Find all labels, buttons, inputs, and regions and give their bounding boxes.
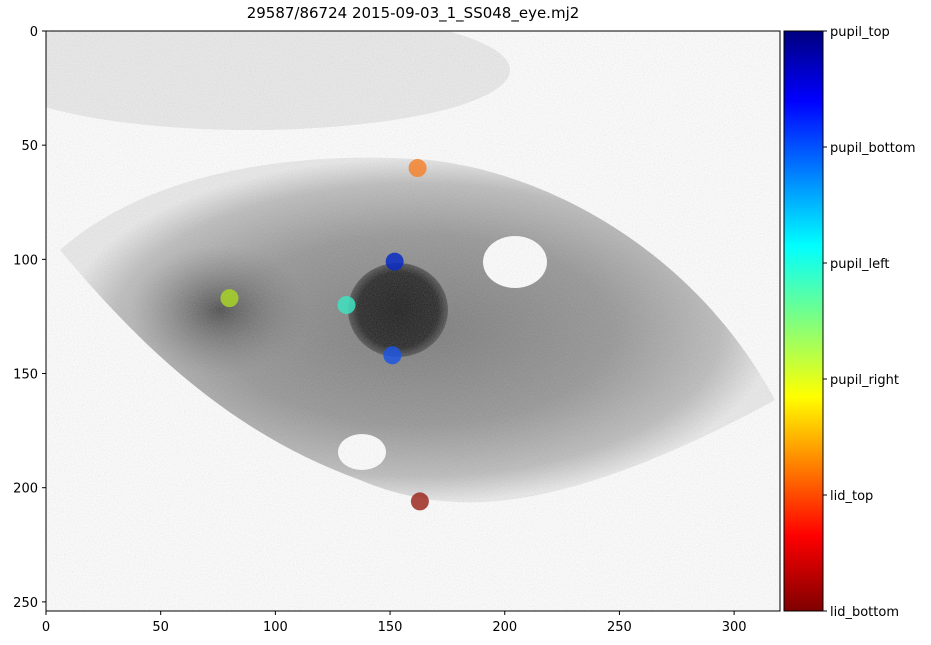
- x-tick-label: 0: [42, 620, 50, 635]
- colorbar-label-pupil-top: pupil_top: [830, 25, 890, 40]
- chart-title: 29587/86724 2015-09-03_1_SS048_eye.mj2: [246, 4, 580, 22]
- x-tick-label: 100: [263, 620, 288, 635]
- axes-frame: [45, 30, 781, 612]
- y-tick-label: 0: [30, 25, 38, 40]
- point-pupil-bottom: [383, 346, 402, 365]
- point-lid-bottom: [410, 492, 429, 511]
- eye-image: [46, 31, 780, 611]
- x-tick-label: 250: [607, 620, 632, 635]
- x-tick-label: 300: [722, 620, 747, 635]
- y-tick-label: 200: [13, 482, 38, 497]
- point-pupil-right: [220, 289, 239, 308]
- colorbar-label-pupil-right: pupil_right: [830, 373, 899, 388]
- colorbar-label-pupil-bottom: pupil_bottom: [830, 141, 915, 156]
- point-lid-top: [408, 159, 427, 178]
- colorbar-label-pupil-left: pupil_left: [830, 257, 890, 272]
- y-tick-label: 250: [13, 596, 38, 611]
- y-tick-label: 100: [13, 253, 38, 268]
- scatter-points: [220, 159, 429, 511]
- point-pupil-left: [337, 296, 356, 315]
- x-axis: 0 50 100 150 200 250 300: [42, 611, 747, 635]
- y-axis: 0 50 100 150 200 250: [13, 25, 46, 611]
- x-tick-label: 200: [492, 620, 517, 635]
- y-tick-label: 50: [21, 139, 38, 154]
- y-tick-label: 150: [13, 368, 38, 383]
- x-tick-label: 50: [152, 620, 169, 635]
- point-pupil-top: [385, 252, 404, 271]
- colorbar-ticks: pupil_top pupil_bottom pupil_left pupil_rig…: [823, 25, 915, 620]
- colorbar-label-lid-top: lid_top: [830, 489, 873, 504]
- x-tick-label: 150: [378, 620, 403, 635]
- colorbar-label-lid-bottom: lid_bottom: [830, 605, 899, 620]
- colorbar: [783, 30, 824, 612]
